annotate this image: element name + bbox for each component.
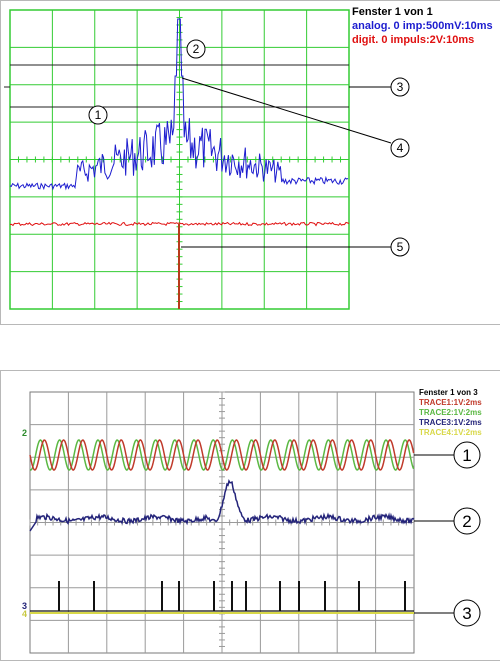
callout-circle-1 bbox=[88, 105, 108, 125]
side-label-trace-3: 3 bbox=[22, 601, 28, 611]
channel-digital-label: digit. 0 impuls:2V:10ms bbox=[352, 34, 475, 46]
scope-screen-2: 1 2 3 bbox=[29, 391, 481, 654]
callout-number-3: 3 bbox=[462, 604, 471, 623]
side-label-trace-2: 2 bbox=[22, 428, 28, 438]
digital-trace bbox=[9, 221, 350, 227]
callout-number-1: 1 bbox=[462, 446, 471, 465]
trace3-label: TRACE3:1V:2ms bbox=[419, 418, 482, 427]
callout-number-2: 2 bbox=[193, 42, 200, 56]
callouts-1: 1 2 3 4 5 bbox=[88, 39, 410, 257]
callout-circle-3 bbox=[390, 77, 410, 97]
callout-number-3: 3 bbox=[397, 80, 404, 94]
window-info-2: Fenster 1 von 3 TRACE1:1V:2ms TRACE2:1V:… bbox=[419, 388, 482, 438]
callout-circle-1 bbox=[453, 441, 481, 469]
callout-number-2: 2 bbox=[462, 512, 471, 531]
scope-grid-1 bbox=[4, 9, 349, 310]
scope-traces-2 bbox=[29, 439, 415, 614]
callout-circle-2 bbox=[186, 39, 206, 59]
callout-leader-4 bbox=[181, 77, 392, 144]
side-label-trace-4: 4 bbox=[22, 609, 28, 619]
scope-screen-1: 1 2 3 4 5 bbox=[4, 9, 410, 310]
window-title-2: Fenster 1 von 3 bbox=[419, 388, 478, 397]
callout-number-4: 4 bbox=[397, 141, 404, 155]
oscilloscope-window-2: 1 2 3 bbox=[0, 370, 500, 661]
trace1-label: TRACE1:1V:2ms bbox=[419, 398, 482, 407]
trace2-label: TRACE2:1V:2ms bbox=[419, 408, 482, 417]
analog-trace bbox=[9, 18, 349, 191]
callout-circle-2 bbox=[453, 507, 481, 535]
scope-grid-2 bbox=[29, 391, 414, 653]
scope-traces-1 bbox=[9, 18, 350, 309]
channel-analog-label: analog. 0 imp:500mV:10ms bbox=[352, 20, 493, 32]
trace1-sine bbox=[29, 439, 415, 471]
window-info-1: Fenster 1 von 1 analog. 0 imp:500mV:10ms… bbox=[352, 5, 493, 47]
callout-number-5: 5 bbox=[397, 240, 404, 254]
window-title-1: Fenster 1 von 1 bbox=[352, 6, 433, 18]
callout-number-1: 1 bbox=[95, 108, 102, 122]
oscilloscope-window-1: 1 2 3 4 5 Fenster 1 von 1 analog. 0 imp:500m… bbox=[0, 0, 500, 325]
callout-circle-4 bbox=[390, 138, 410, 158]
callout-circle-5 bbox=[390, 237, 410, 257]
trace4-label: TRACE4:1V:2ms bbox=[419, 428, 482, 437]
callout-circle-3 bbox=[453, 599, 481, 627]
trace3-signal bbox=[29, 479, 415, 532]
callouts-2: 1 2 3 bbox=[414, 441, 481, 627]
